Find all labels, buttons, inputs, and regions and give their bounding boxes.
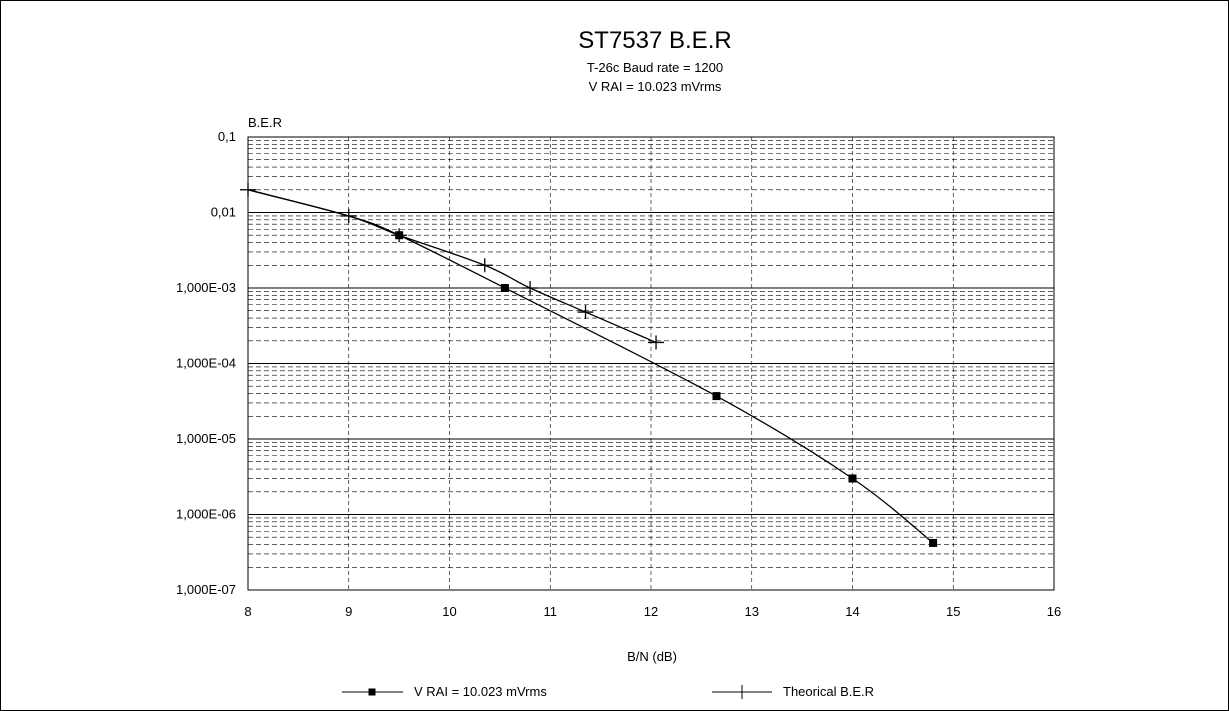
chart-subtitle-1: T-26c Baud rate = 1200 xyxy=(587,60,723,75)
data-point-plus xyxy=(648,335,665,350)
plot-area xyxy=(247,136,1055,591)
x-tick-label: 12 xyxy=(644,604,658,619)
data-point-square xyxy=(929,538,938,547)
y-tick-label: 1,000E-07 xyxy=(176,582,236,597)
chart-subtitle-2: V RAI = 10.023 mVrms xyxy=(589,79,722,94)
x-tick-label: 16 xyxy=(1047,604,1061,619)
series-theorical xyxy=(240,182,665,350)
y-tick-label: 0,01 xyxy=(211,205,236,220)
y-tick-label: 0,1 xyxy=(218,129,236,144)
legend-marker-vrai xyxy=(368,688,376,696)
legend-label-theorical: Theorical B.E.R xyxy=(783,684,874,699)
x-tick-label: 14 xyxy=(845,604,859,619)
data-point-square xyxy=(848,474,857,483)
data-point-plus xyxy=(240,182,256,197)
data-point-plus xyxy=(391,228,408,243)
x-tick-label: 13 xyxy=(745,604,759,619)
data-point-plus xyxy=(522,281,539,295)
y-axis-label: B.E.R xyxy=(248,115,282,130)
data-series xyxy=(240,182,938,547)
x-tick-label: 8 xyxy=(244,604,251,619)
series-line xyxy=(247,189,934,544)
x-tick-labels: 8 9 10 11 12 13 14 15 16 xyxy=(244,604,1061,619)
chart-title: ST7537 B.E.R xyxy=(578,27,731,54)
x-tick-label: 15 xyxy=(946,604,960,619)
series-vrai xyxy=(247,189,938,547)
legend: V RAI = 10.023 mVrms Theorical B.E.R xyxy=(342,684,874,699)
data-point-plus xyxy=(340,208,357,223)
y-tick-label: 1,000E-05 xyxy=(176,431,236,446)
x-tick-label: 10 xyxy=(442,604,456,619)
x-tick-label: 11 xyxy=(544,604,558,619)
data-point-plus xyxy=(476,258,493,273)
y-tick-label: 1,000E-03 xyxy=(176,280,236,295)
y-tick-label: 1,000E-04 xyxy=(176,356,236,371)
legend-label-vrai: V RAI = 10.023 mVrms xyxy=(414,684,547,699)
x-axis-label: B/N (dB) xyxy=(627,649,677,664)
y-tick-label: 1,000E-06 xyxy=(176,507,236,522)
data-point-plus xyxy=(577,305,594,320)
data-point-square xyxy=(712,392,721,401)
y-tick-labels: 0,1 0,01 1,000E-03 1,000E-04 1,000E-05 1,000E… xyxy=(176,129,236,597)
x-tick-label: 9 xyxy=(345,604,352,619)
data-point-square xyxy=(500,284,509,292)
